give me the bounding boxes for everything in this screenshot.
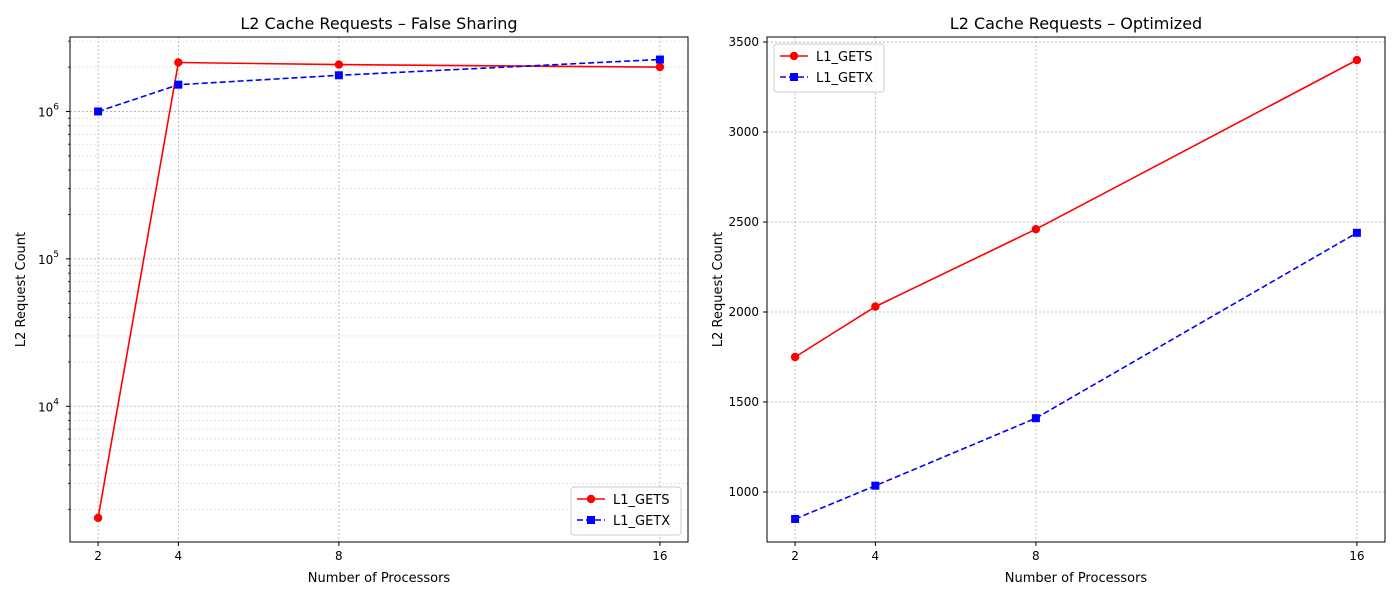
y-tick-label: 104 <box>38 397 59 414</box>
grid <box>70 37 688 542</box>
data-point <box>334 71 343 80</box>
series-line <box>97 58 660 113</box>
series-line <box>794 232 1358 520</box>
data-point <box>655 55 664 64</box>
chart-title: L2 Cache Requests – Optimized <box>950 14 1202 33</box>
data-point <box>1031 225 1041 234</box>
y-tick-label: 1500 <box>728 395 759 409</box>
series-L1_GETX <box>791 228 1361 523</box>
y-tick-label: 3500 <box>728 35 759 49</box>
y-tick-label: 3000 <box>728 125 759 139</box>
x-tick-label: 4 <box>872 549 880 563</box>
plot-frame <box>766 36 1386 543</box>
y-tick-label: 106 <box>38 102 59 119</box>
data-point <box>1352 55 1362 65</box>
data-point <box>871 302 880 311</box>
x-tick-label: 2 <box>94 549 102 563</box>
data-point <box>790 352 800 362</box>
x-tick-label: 16 <box>652 549 667 563</box>
y-tick-label: 2500 <box>728 215 759 229</box>
y-tick-label: 2000 <box>728 305 759 319</box>
series-line <box>794 59 1358 358</box>
x-axis-label: Number of Processors <box>1005 571 1148 586</box>
data-point <box>94 107 103 116</box>
legend: L1_GETS L1_GETX <box>570 486 682 536</box>
x-tick-label: 16 <box>1349 549 1364 563</box>
series-line <box>97 61 660 518</box>
y-tick-exponent: 6 <box>53 102 59 112</box>
data-point <box>655 62 665 72</box>
y-axis-label: L2 Request Count <box>14 232 29 347</box>
data-point <box>1031 414 1040 423</box>
legend-marker <box>790 73 798 81</box>
data-point <box>334 60 344 69</box>
y-tick-base: 10 <box>38 253 53 267</box>
x-tick-label: 4 <box>175 549 183 563</box>
data-point <box>174 80 183 89</box>
grid <box>767 37 1385 542</box>
y-tick-exponent: 4 <box>53 397 59 407</box>
x-axis-label: Number of Processors <box>308 571 451 586</box>
y-tick-base: 10 <box>38 400 53 414</box>
y-tick-exponent: 5 <box>53 250 59 260</box>
data-point <box>871 481 880 490</box>
chart-panel-2: 2 4 8 16 1000 1500 2000 2500 3000 3500 L2 Cache Re… <box>711 14 1386 586</box>
legend-label: L1_GETS <box>816 50 873 65</box>
series-L1_GETS <box>93 58 665 523</box>
series-L1_GETS <box>790 55 1362 362</box>
legend-marker <box>586 494 596 504</box>
data-point <box>174 58 183 67</box>
legend-marker <box>789 51 799 61</box>
y-axis-label: L2 Request Count <box>711 232 726 347</box>
y-tick-label: 1000 <box>728 485 759 499</box>
legend-label: L1_GETX <box>613 514 670 529</box>
legend: L1_GETS L1_GETX <box>773 43 885 93</box>
x-tick-label: 8 <box>335 549 343 563</box>
x-tick-label: 2 <box>791 549 799 563</box>
data-point <box>1352 228 1361 237</box>
series-L1_GETX <box>94 55 664 116</box>
legend-marker <box>587 516 595 524</box>
data-point <box>93 513 103 523</box>
chart-title: L2 Cache Requests – False Sharing <box>240 14 517 33</box>
data-point <box>791 514 800 523</box>
y-tick-base: 10 <box>38 105 53 119</box>
legend-label: L1_GETX <box>816 71 873 86</box>
x-tick-label: 8 <box>1032 549 1040 563</box>
plot-frame <box>69 36 689 543</box>
y-tick-label: 105 <box>38 250 59 267</box>
legend-label: L1_GETS <box>613 493 670 508</box>
